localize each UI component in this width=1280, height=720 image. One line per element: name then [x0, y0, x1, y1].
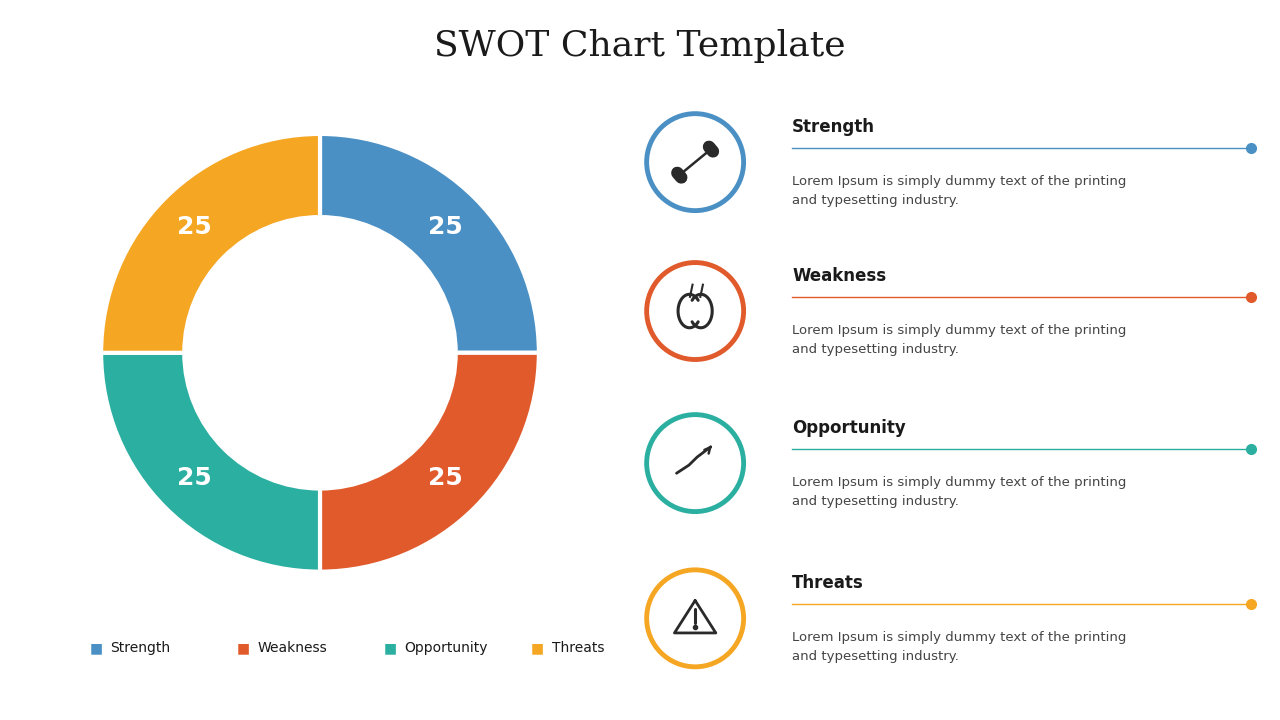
Text: Weakness: Weakness [257, 641, 326, 655]
Text: Lorem Ipsum is simply dummy text of the printing
and typesetting industry.: Lorem Ipsum is simply dummy text of the … [792, 476, 1126, 508]
Text: 25: 25 [177, 215, 212, 240]
Wedge shape [101, 353, 320, 572]
Text: Lorem Ipsum is simply dummy text of the printing
and typesetting industry.: Lorem Ipsum is simply dummy text of the … [792, 175, 1126, 207]
Text: 25: 25 [428, 466, 463, 490]
Text: Strength: Strength [792, 118, 876, 136]
Wedge shape [320, 353, 539, 572]
Text: Opportunity: Opportunity [792, 419, 906, 437]
Wedge shape [101, 134, 320, 353]
Wedge shape [320, 134, 539, 353]
Text: ■: ■ [237, 641, 250, 655]
Text: Lorem Ipsum is simply dummy text of the printing
and typesetting industry.: Lorem Ipsum is simply dummy text of the … [792, 631, 1126, 663]
Text: ■: ■ [384, 641, 397, 655]
Text: Lorem Ipsum is simply dummy text of the printing
and typesetting industry.: Lorem Ipsum is simply dummy text of the … [792, 323, 1126, 356]
Text: Threats: Threats [552, 641, 604, 655]
Text: SWOT Chart Template: SWOT Chart Template [434, 29, 846, 63]
Text: Strength: Strength [110, 641, 170, 655]
Text: 25: 25 [428, 215, 463, 240]
Text: 25: 25 [177, 466, 212, 490]
Text: Threats: Threats [792, 575, 864, 593]
Text: ■: ■ [90, 641, 102, 655]
Text: ■: ■ [531, 641, 544, 655]
Text: Opportunity: Opportunity [404, 641, 488, 655]
Text: Weakness: Weakness [792, 267, 886, 285]
